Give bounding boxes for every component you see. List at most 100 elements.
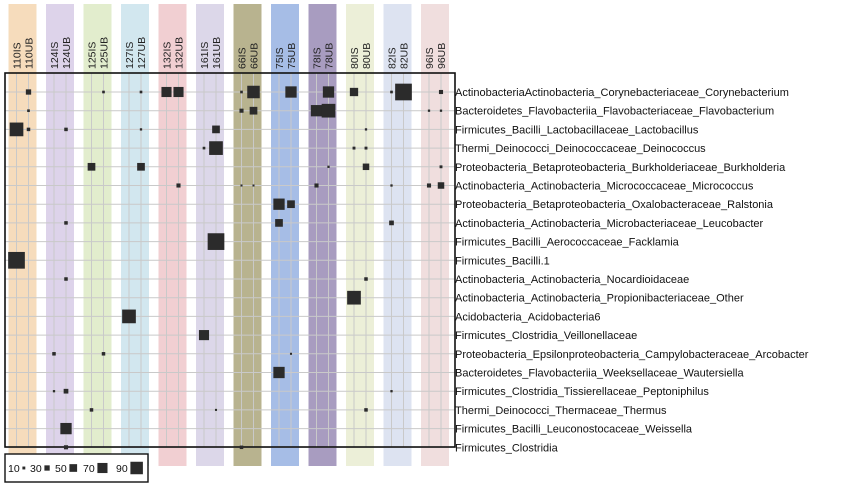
abundance-square [102,90,105,94]
abundance-square [25,89,32,95]
legend-label: 50 [55,463,67,475]
abundance-square [161,86,172,98]
abundance-square [362,163,370,171]
abundance-square [8,251,25,269]
column-label: 127UB [136,37,148,69]
group-band-4 [158,4,187,466]
group-band-2 [83,4,112,466]
group-band-8 [308,4,337,466]
column-label: 66UB [249,43,261,69]
abundance-square [212,125,220,134]
abundance-square [101,352,106,356]
abundance-square [364,128,368,131]
legend-label: 70 [83,463,95,475]
column-label: 82UB [399,43,411,69]
abundance-square [389,220,394,226]
abundance-square [273,366,285,379]
abundance-square [390,390,393,393]
abundance-square [289,352,293,355]
abundance-square [395,83,412,101]
row-label: Thermi_Deinococci_Deinococcaceae_Deinoco… [455,143,706,155]
column-label: 96IS [424,47,436,69]
row-label: Firmicutes_Bacilli_Aerococcaceae_Facklam… [455,237,680,249]
row-label: Actinobacteria_Actinobacteria_Nocardioid… [455,274,689,286]
group-band-3 [121,4,149,466]
legend-square [130,461,143,475]
row-label: Firmicutes_Clostridia_Tissierellaceae_Pe… [455,386,709,398]
abundance-square [426,183,432,188]
abundance-square [390,90,393,94]
abundance-square [240,184,243,187]
group-band-7 [271,4,299,466]
abundance-square [438,89,444,95]
row-label: ActinobacteriaActinobacteria_Corynebacte… [455,87,789,99]
abundance-square [364,408,368,412]
abundance-square [439,165,443,169]
abundance-square [198,330,210,341]
legend-square [97,462,108,474]
row-label: Firmicutes_Clostridia_Veillonellaceae [455,330,637,342]
abundance-square [321,103,336,118]
abundance-square [27,109,30,113]
abundance-square [87,162,96,171]
column-label: 110UB [24,38,36,69]
column-label: 96UB [436,43,448,69]
column-label: 75IS [274,47,286,69]
legend-square [44,465,50,471]
column-label: 82IS [387,47,399,69]
column-labels: 110IS 110UB 124IS 124UB 125IS 125UB 127IS 127UB… [12,37,449,69]
abundance-square [364,277,368,281]
row-label: Firmicutes_Bacilli_Lactobacillaceae_Lact… [455,124,699,136]
column-label: 124IS [49,42,61,69]
abundance-square [173,86,184,98]
row-labels: ActinobacteriaActinobacteria_Corynebacte… [455,87,809,454]
row-label: Bacteroidetes_Flavobacteriia_Weeksellace… [455,368,744,380]
legend-label: 30 [30,463,42,475]
abundance-square [364,146,368,150]
abundance-square [122,309,136,324]
abundance-square [310,105,323,117]
row-label: Proteobacteria_Betaproteobacteria_Oxalob… [455,199,774,211]
abundance-square [26,127,31,132]
column-label: 124UB [61,37,73,69]
abundance-square [275,219,283,227]
column-label: 80IS [349,47,361,69]
column-label: 127IS [124,42,136,69]
row-label: Bacteroidetes_Flavobacteriia_Flavobacter… [455,106,774,118]
abundance-square [327,165,330,168]
column-label: 132IS [162,42,174,69]
abundance-square [322,86,335,98]
legend-square [22,466,26,470]
group-band-10 [383,4,412,466]
abundance-square [439,109,443,112]
abundance-squares [8,83,445,450]
column-label: 110IS [12,42,24,69]
abundance-square [89,408,94,412]
group-band-9 [346,4,374,466]
abundance-square [314,183,319,188]
row-label: Thermi_Deinococci_Thermaceae_Thermus [455,405,667,417]
abundance-square [285,86,297,98]
column-label: 161UB [211,37,223,69]
grid-lines [5,73,455,448]
group-band-1 [46,4,74,466]
row-label: Firmicutes_Clostridia [455,442,559,454]
abundance-square [252,184,255,187]
abundance-square [239,108,244,113]
abundance-square [437,182,445,189]
abundance-square [247,85,260,99]
column-label: 125IS [87,42,99,69]
column-label: 75UB [286,43,298,69]
row-label: Proteobacteria_Betaproteobacteria_Burkho… [455,162,786,174]
abundance-square [390,184,393,187]
abundance-square [52,390,56,393]
column-label: 66IS [237,47,249,69]
abundance-square [214,408,218,411]
row-label: Firmicutes_Bacilli.1 [455,255,550,267]
abundance-square [207,233,225,250]
abundance-square [352,146,356,150]
abundance-square [64,221,68,225]
plot-border [4,72,456,448]
abundance-square [137,162,145,171]
column-label: 161IS [199,42,211,69]
